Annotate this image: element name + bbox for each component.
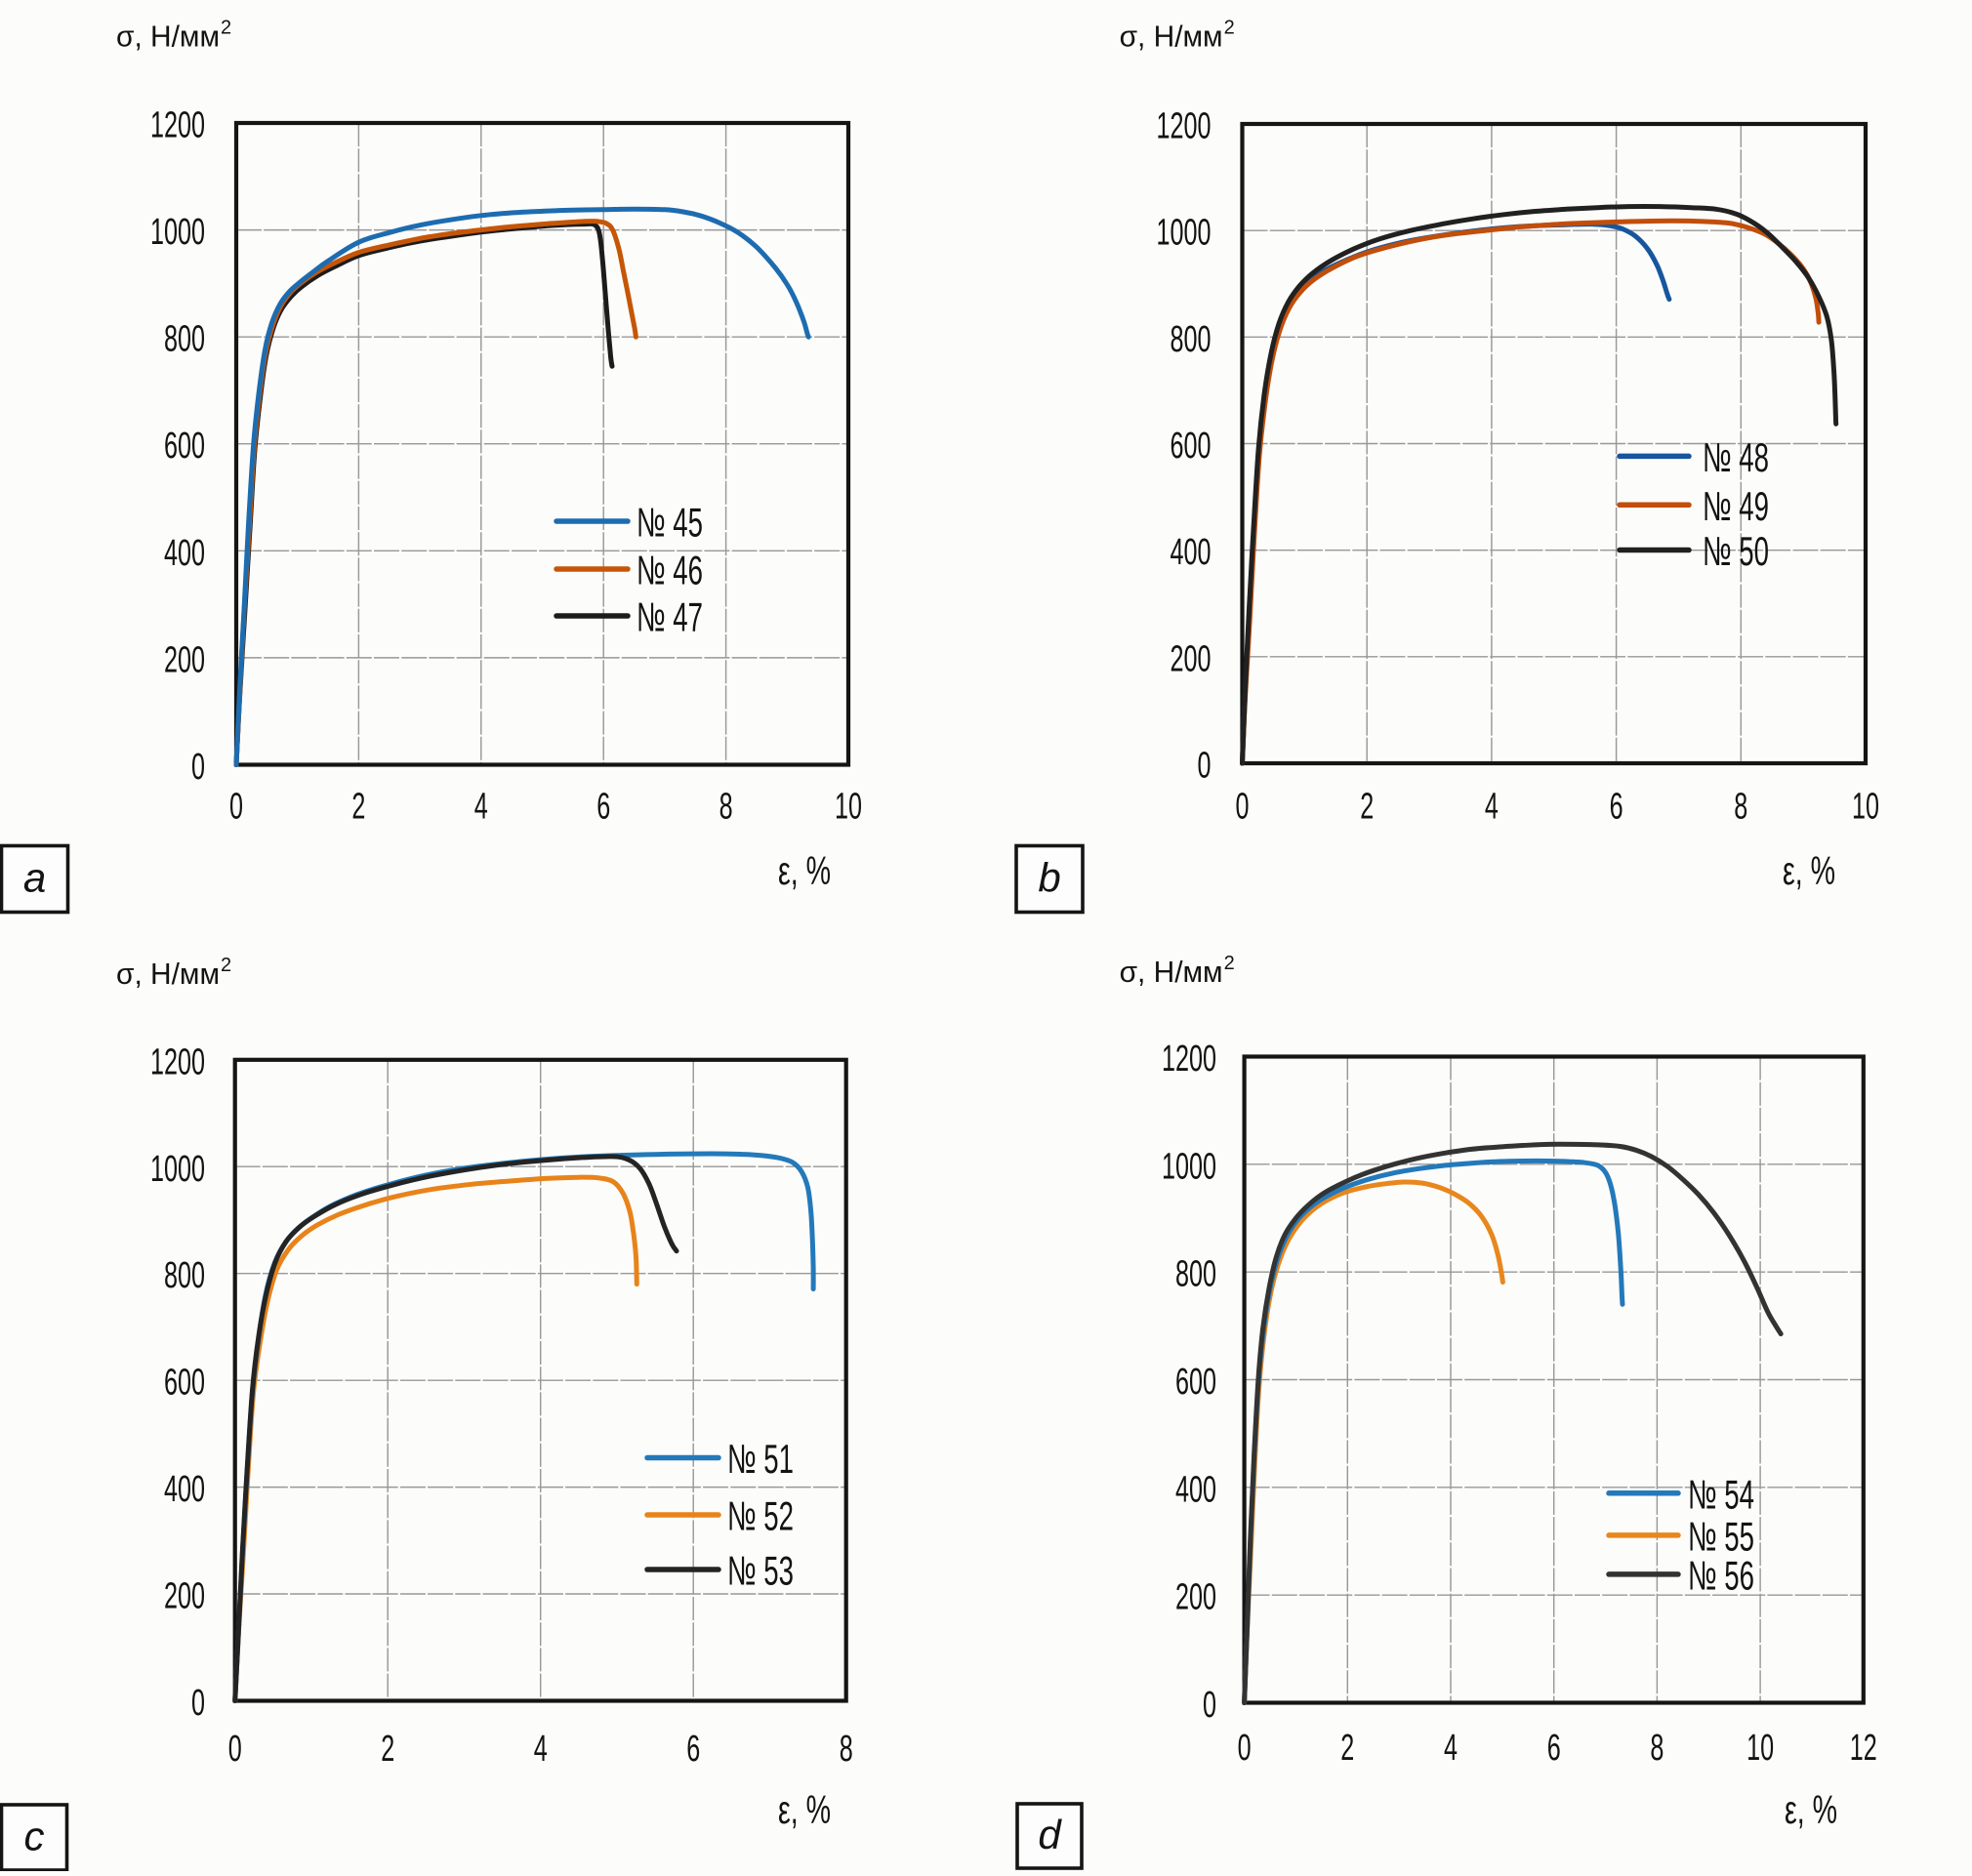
svg-text:600: 600 — [1175, 1362, 1216, 1403]
svg-text:№ 46: № 46 — [637, 548, 703, 593]
svg-text:1200: 1200 — [150, 105, 205, 146]
svg-text:№ 49: № 49 — [1703, 483, 1769, 529]
svg-text:№ 51: № 51 — [727, 1436, 794, 1482]
svg-text:400: 400 — [164, 533, 205, 574]
svg-text:2: 2 — [1340, 1728, 1354, 1769]
svg-text:0: 0 — [191, 747, 205, 788]
svg-text:4: 4 — [534, 1729, 548, 1770]
svg-text:6: 6 — [686, 1729, 700, 1770]
svg-text:8: 8 — [1734, 787, 1747, 828]
svg-text:0: 0 — [1198, 746, 1212, 787]
svg-text:12: 12 — [1850, 1728, 1877, 1769]
svg-text:10: 10 — [835, 787, 862, 828]
svg-text:σ, Н/мм: σ, Н/мм — [116, 957, 220, 991]
svg-text:σ, Н/мм: σ, Н/мм — [1120, 20, 1223, 54]
svg-text:ε, %: ε, % — [1783, 848, 1835, 893]
svg-text:10: 10 — [1852, 787, 1879, 828]
svg-text:600: 600 — [1171, 426, 1212, 467]
svg-text:σ, Н/мм: σ, Н/мм — [116, 20, 220, 54]
svg-text:2: 2 — [1224, 953, 1235, 974]
svg-text:10: 10 — [1746, 1728, 1774, 1769]
svg-text:2: 2 — [381, 1729, 394, 1770]
svg-text:400: 400 — [1171, 532, 1212, 573]
svg-text:0: 0 — [229, 787, 243, 828]
svg-text:1000: 1000 — [150, 1149, 205, 1190]
svg-text:6: 6 — [596, 787, 610, 828]
svg-text:ε, %: ε, % — [778, 1787, 831, 1832]
svg-text:1000: 1000 — [1162, 1146, 1216, 1187]
svg-text:σ, Н/мм: σ, Н/мм — [1120, 955, 1223, 989]
svg-text:0: 0 — [228, 1729, 242, 1770]
svg-text:a: a — [23, 855, 46, 901]
svg-text:2: 2 — [351, 787, 365, 828]
svg-text:800: 800 — [164, 319, 205, 360]
svg-text:2: 2 — [221, 955, 231, 976]
svg-text:2: 2 — [1224, 18, 1235, 39]
svg-text:ε, %: ε, % — [1785, 1787, 1837, 1832]
svg-text:1000: 1000 — [1157, 213, 1212, 254]
svg-text:1200: 1200 — [150, 1041, 205, 1082]
svg-text:1200: 1200 — [1157, 106, 1212, 147]
svg-text:4: 4 — [474, 787, 488, 828]
svg-text:200: 200 — [164, 1576, 205, 1617]
svg-text:1200: 1200 — [1162, 1039, 1216, 1080]
svg-text:d: d — [1038, 1812, 1062, 1857]
svg-text:6: 6 — [1610, 787, 1623, 828]
svg-text:№ 54: № 54 — [1688, 1471, 1754, 1517]
svg-text:800: 800 — [1175, 1254, 1216, 1295]
svg-text:№ 52: № 52 — [727, 1493, 794, 1539]
svg-text:200: 200 — [1171, 638, 1212, 679]
svg-text:8: 8 — [840, 1729, 853, 1770]
svg-text:6: 6 — [1547, 1728, 1561, 1769]
svg-text:800: 800 — [164, 1255, 205, 1296]
svg-text:200: 200 — [164, 639, 205, 680]
svg-text:0: 0 — [1236, 787, 1250, 828]
svg-text:4: 4 — [1485, 787, 1499, 828]
svg-text:400: 400 — [164, 1469, 205, 1510]
svg-text:1000: 1000 — [150, 212, 205, 253]
svg-text:№ 48: № 48 — [1703, 434, 1769, 480]
svg-text:0: 0 — [191, 1683, 205, 1724]
svg-text:200: 200 — [1175, 1577, 1216, 1618]
svg-text:№ 50: № 50 — [1703, 528, 1769, 574]
svg-text:№ 53: № 53 — [727, 1548, 794, 1594]
svg-text:№ 45: № 45 — [637, 500, 703, 546]
svg-text:ε, %: ε, % — [778, 848, 831, 893]
svg-text:b: b — [1038, 855, 1060, 901]
svg-text:4: 4 — [1444, 1728, 1458, 1769]
svg-text:2: 2 — [221, 18, 231, 39]
svg-text:2: 2 — [1360, 787, 1374, 828]
svg-text:№ 47: № 47 — [637, 594, 703, 640]
svg-text:800: 800 — [1171, 319, 1212, 360]
svg-text:600: 600 — [164, 426, 205, 467]
svg-text:c: c — [24, 1814, 45, 1859]
svg-text:0: 0 — [1203, 1685, 1216, 1726]
svg-text:8: 8 — [719, 787, 733, 828]
svg-text:600: 600 — [164, 1363, 205, 1404]
svg-text:0: 0 — [1238, 1728, 1252, 1769]
svg-text:400: 400 — [1175, 1469, 1216, 1510]
svg-text:8: 8 — [1650, 1728, 1664, 1769]
svg-text:№ 55: № 55 — [1688, 1513, 1754, 1559]
svg-text:№ 56: № 56 — [1688, 1552, 1754, 1598]
